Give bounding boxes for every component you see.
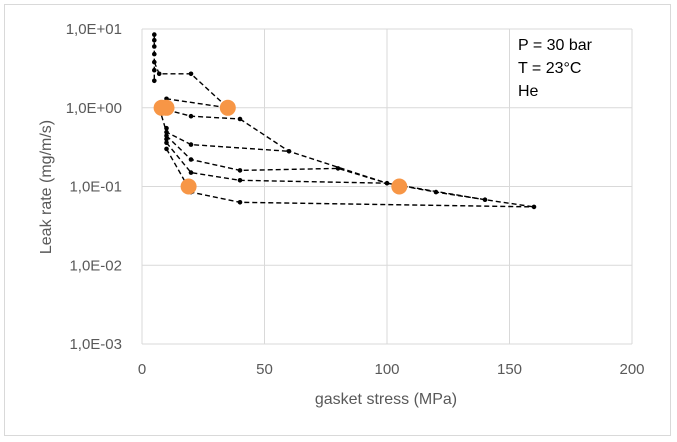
data-point [335, 166, 341, 171]
data-point [384, 180, 390, 186]
x-tick-label: 200 [619, 361, 644, 378]
series-points [152, 32, 537, 210]
data-point [286, 149, 292, 154]
data-point [152, 59, 157, 65]
pressure-annotation: P = 30 bar [518, 37, 593, 54]
highlight-marker [158, 99, 175, 116]
data-point [531, 204, 537, 210]
data-point [156, 71, 162, 77]
data-point [237, 178, 243, 183]
highlight-marker [219, 99, 236, 116]
data-point [188, 170, 194, 175]
highlight-marker [180, 178, 197, 195]
data-point [152, 78, 157, 84]
highlight-markers [153, 99, 408, 195]
y-axis-title: Leak rate (mg/m/s) [38, 120, 55, 254]
data-point [164, 140, 169, 145]
x-tick-label: 50 [256, 361, 273, 378]
data-point [188, 142, 194, 147]
highlight-marker [391, 178, 408, 195]
data-point [164, 146, 169, 152]
data-point [188, 113, 194, 119]
series-line [165, 142, 388, 184]
data-point [188, 157, 194, 162]
data-point [152, 44, 157, 49]
data-point [237, 116, 243, 122]
data-point [433, 189, 439, 195]
x-axis-title: gasket stress (MPa) [315, 391, 457, 408]
data-point [237, 168, 243, 173]
data-point [164, 125, 169, 131]
data-point [164, 136, 169, 142]
series-line [158, 107, 290, 152]
data-point [152, 32, 157, 37]
y-tick-label: 1,0E-03 [69, 336, 122, 353]
y-tick-label: 1,0E-02 [69, 257, 122, 274]
y-tick-label: 1,0E-01 [69, 179, 122, 196]
data-point [188, 71, 194, 77]
y-tick-label: 1,0E+01 [66, 21, 122, 38]
gas-annotation: He [518, 83, 539, 100]
data-point [164, 133, 169, 139]
y-tick-label: 1,0E+00 [66, 100, 122, 117]
temperature-annotation: T = 23°C [518, 60, 581, 77]
data-point [237, 200, 243, 205]
x-tick-label: 0 [138, 361, 146, 378]
data-point [152, 67, 157, 73]
chart-frame [4, 4, 671, 436]
data-point [482, 197, 488, 202]
data-point [164, 129, 169, 135]
x-tick-label: 100 [374, 361, 399, 378]
series-lines [153, 34, 535, 208]
data-point [152, 51, 157, 57]
data-point [152, 37, 157, 43]
series-line [165, 148, 535, 208]
x-tick-label: 150 [497, 361, 522, 378]
